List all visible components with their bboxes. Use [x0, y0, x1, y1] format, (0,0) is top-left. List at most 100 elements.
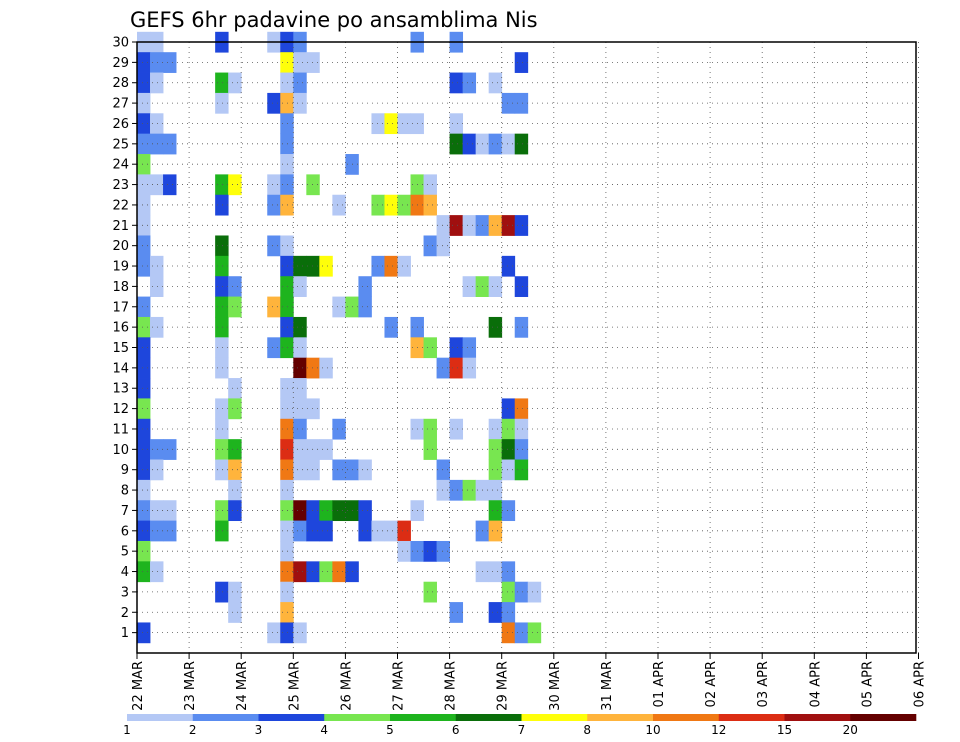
heatmap-cell	[137, 174, 151, 196]
heatmap-cell	[293, 500, 307, 522]
heatmap-cell	[306, 561, 320, 583]
heatmap-cell	[137, 296, 151, 318]
heatmap-cell	[436, 479, 450, 501]
colorbar-label: 5	[386, 723, 394, 737]
heatmap-cell	[228, 439, 242, 460]
heatmap-cell	[319, 357, 333, 379]
heatmap-cell	[332, 296, 346, 318]
y-tick-label: 24	[112, 158, 129, 173]
colorbar-label: 4	[320, 723, 328, 737]
y-tick-label: 13	[112, 382, 129, 397]
heatmap-cell	[267, 337, 281, 359]
heatmap-cell	[137, 113, 151, 135]
colorbar-label: 2	[189, 723, 197, 737]
heatmap-cell	[280, 439, 294, 460]
y-axis: 1234567891011121314151617181920212223242…	[112, 36, 137, 641]
heatmap-cell	[306, 439, 320, 460]
heatmap-cell	[319, 520, 333, 542]
heatmap-cell	[293, 316, 307, 338]
heatmap-cell	[137, 154, 151, 175]
heatmap-cell	[137, 194, 151, 216]
heatmap-cell	[280, 520, 294, 542]
heatmap-cell	[501, 255, 516, 277]
heatmap-cell	[423, 337, 437, 359]
heatmap-cell	[306, 255, 320, 277]
heatmap-cell	[488, 215, 503, 236]
heatmap-cell	[280, 133, 294, 155]
heatmap-cell	[215, 174, 229, 196]
heatmap-cell	[501, 602, 516, 623]
heatmap-cell	[397, 194, 411, 216]
heatmap-cell	[514, 52, 529, 73]
y-tick-label: 10	[112, 443, 129, 458]
y-tick-label: 17	[112, 300, 129, 315]
heatmap-cell	[306, 398, 320, 420]
heatmap-cell	[384, 316, 398, 338]
heatmap-cell	[449, 479, 464, 501]
heatmap-cell	[306, 520, 320, 542]
y-tick-label: 19	[112, 260, 129, 275]
heatmap-cell	[150, 72, 164, 94]
heatmap-cell	[137, 500, 151, 522]
heatmap-cell	[215, 255, 229, 277]
heatmap-cell	[306, 52, 320, 73]
heatmap-cell	[137, 72, 151, 94]
heatmap-cell	[514, 459, 529, 481]
heatmap-cell	[163, 133, 177, 155]
y-tick-label: 8	[121, 484, 129, 499]
colorbar-segment	[784, 714, 851, 721]
y-tick-label: 14	[112, 361, 129, 376]
heatmap-cell	[215, 357, 229, 379]
heatmap-cell	[358, 276, 372, 297]
heatmap-cell	[137, 235, 151, 257]
heatmap-cell	[306, 174, 320, 196]
heatmap-cell	[280, 276, 294, 297]
heatmap-cell	[215, 92, 229, 114]
heatmap-cell	[150, 439, 164, 460]
y-tick-label: 3	[121, 585, 129, 600]
colorbar-segment	[850, 714, 917, 721]
heatmap-cell	[488, 459, 503, 481]
heatmap-cell	[267, 174, 281, 196]
heatmap-cell	[488, 561, 503, 583]
heatmap-cell	[228, 378, 242, 399]
heatmap-cell	[293, 418, 307, 440]
heatmap-cell	[423, 174, 437, 196]
heatmap-cell	[488, 479, 503, 501]
heatmap-cell	[137, 92, 151, 114]
heatmap-cell	[449, 215, 464, 236]
y-tick-label: 18	[112, 280, 129, 295]
heatmap-cell	[150, 500, 164, 522]
y-tick-label: 1	[121, 626, 129, 641]
heatmap-cell	[371, 113, 385, 135]
heatmap-cell	[267, 296, 281, 318]
heatmap-cell	[293, 52, 307, 73]
heatmap-cell	[137, 255, 151, 277]
heatmap-cell	[293, 255, 307, 277]
heatmap-cell	[332, 500, 346, 522]
y-tick-label: 2	[121, 606, 129, 621]
grid-lines	[137, 41, 919, 653]
heatmap-cell	[527, 581, 542, 603]
heatmap-cell	[215, 520, 229, 542]
heatmap-cell	[319, 255, 333, 277]
heatmap-cell	[449, 418, 464, 440]
x-tick-label: 26 MAR	[339, 661, 354, 711]
heatmap-cell	[397, 540, 411, 562]
heatmap-cell	[280, 479, 294, 501]
heatmap-cell	[436, 459, 450, 481]
y-tick-label: 11	[112, 422, 129, 437]
heatmap-cell	[137, 357, 151, 379]
colorbar: 1 2 3 4 5 6 7 8 10 12 15 20	[123, 714, 917, 737]
heatmap-cell	[423, 194, 437, 216]
heatmap-cell	[280, 255, 294, 277]
x-tick-label: 31 MAR	[600, 661, 615, 711]
heatmap-cell	[150, 113, 164, 135]
heatmap-cell	[280, 113, 294, 135]
heatmap-cell	[501, 581, 516, 603]
heatmap-cell	[137, 337, 151, 359]
heatmap-cell	[137, 418, 151, 440]
heatmap-cell	[332, 418, 346, 440]
x-tick-label: 04 APR	[808, 661, 823, 707]
y-tick-label: 29	[112, 56, 129, 71]
